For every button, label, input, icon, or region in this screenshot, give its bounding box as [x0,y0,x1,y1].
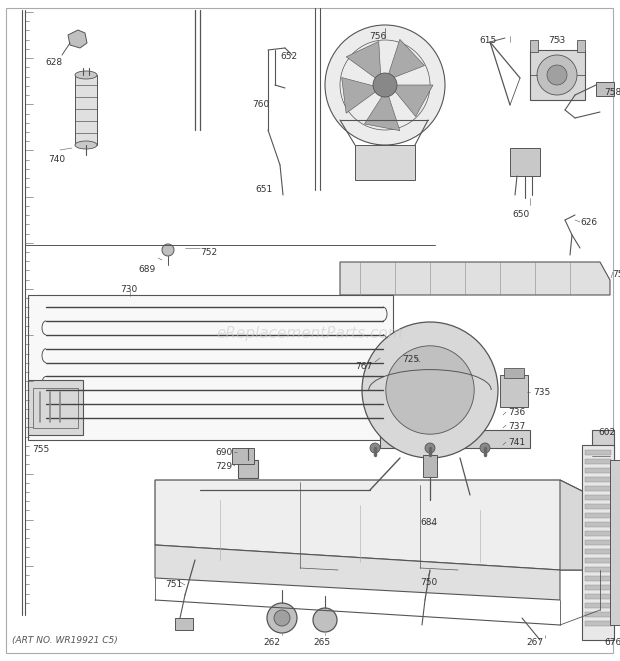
Text: 602: 602 [598,428,615,437]
Text: 753: 753 [548,36,565,45]
Bar [582,445,614,640]
Polygon shape [389,40,425,78]
Circle shape [425,443,435,453]
Text: 689: 689 [138,265,155,274]
Bar [585,594,611,599]
Circle shape [373,73,397,97]
Bar [500,375,528,407]
Bar [585,531,611,536]
Text: 684: 684 [420,518,437,527]
Polygon shape [340,262,610,295]
Bar [33,388,78,428]
Text: 729: 729 [215,462,232,471]
Bar [585,477,611,482]
Bar [530,50,585,100]
Text: 626: 626 [580,218,597,227]
Text: 735: 735 [533,388,551,397]
Text: 262: 262 [264,638,280,647]
Text: 752: 752 [200,248,217,257]
Bar [585,513,611,518]
Circle shape [362,322,498,458]
Circle shape [547,65,567,85]
Polygon shape [394,85,433,116]
Bar [585,504,611,509]
Text: 265: 265 [314,638,330,647]
Text: 750: 750 [420,578,437,587]
Bar [238,460,258,478]
Circle shape [325,25,445,145]
Text: 690: 690 [215,448,232,457]
Bar [585,603,611,608]
Bar [28,295,393,440]
Bar [585,558,611,563]
Bar [585,549,611,554]
Circle shape [370,443,380,453]
Bar [585,459,611,464]
Circle shape [537,55,577,95]
Text: 730: 730 [120,285,137,294]
Text: 754: 754 [612,270,620,279]
Bar [423,455,437,477]
Circle shape [386,346,474,434]
Bar [577,40,585,52]
Text: 628: 628 [45,58,62,67]
Bar [504,368,524,378]
Bar [585,486,611,491]
Bar [75,75,97,145]
Bar [585,567,611,572]
Text: 676: 676 [604,638,620,647]
Bar [380,430,530,448]
Bar [585,621,611,626]
Text: 652: 652 [280,52,297,61]
Bar [355,145,415,180]
Polygon shape [68,30,87,48]
Bar [585,585,611,590]
Ellipse shape [75,71,97,79]
Circle shape [267,603,297,633]
Text: (ART NO. WR19921 C5): (ART NO. WR19921 C5) [12,636,118,645]
Bar [585,612,611,617]
Polygon shape [560,480,600,570]
Polygon shape [155,480,600,570]
Ellipse shape [75,141,97,149]
Circle shape [480,443,490,453]
Bar [585,495,611,500]
Polygon shape [342,77,375,113]
Polygon shape [346,42,381,78]
Text: 737: 737 [508,422,525,431]
Text: 741: 741 [508,438,525,447]
Text: 751: 751 [165,580,182,589]
Text: 650: 650 [512,210,529,219]
Bar [585,450,611,455]
Bar [28,380,83,435]
Bar [585,468,611,473]
Text: 767: 767 [355,362,372,371]
Bar [585,576,611,581]
Text: 736: 736 [508,408,525,417]
Bar [596,82,614,96]
Text: eReplacementParts.com: eReplacementParts.com [216,327,404,341]
Bar [530,40,538,52]
Bar [510,148,540,176]
Bar [592,430,614,482]
Circle shape [274,610,290,626]
Bar [175,618,193,630]
Bar [585,522,611,527]
Text: 725: 725 [402,355,419,364]
Text: 267: 267 [526,638,544,647]
Text: 755: 755 [32,445,49,454]
Bar [232,448,254,464]
Text: 760: 760 [252,100,269,109]
Text: 651: 651 [255,185,272,194]
Text: 756: 756 [370,32,387,41]
Circle shape [313,608,337,632]
Bar [585,540,611,545]
Text: 615: 615 [479,36,497,45]
Polygon shape [365,95,400,131]
Polygon shape [155,545,560,600]
Text: 758: 758 [604,88,620,97]
Text: 740: 740 [48,155,65,164]
Circle shape [162,244,174,256]
Bar [610,460,620,625]
